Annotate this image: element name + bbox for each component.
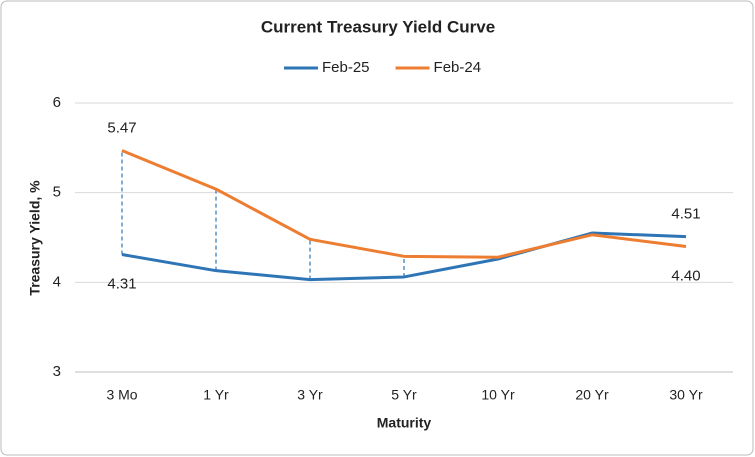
x-tick-label: 1 Yr [203, 387, 229, 403]
y-tick-label: 6 [53, 94, 61, 111]
data-label: 4.40 [671, 267, 700, 284]
series-line [121, 149, 687, 259]
chart-title: Current Treasury Yield Curve [261, 17, 495, 36]
data-label: 4.51 [671, 206, 700, 223]
legend-label: Feb-24 [434, 59, 482, 76]
legend-label: Feb-25 [322, 59, 370, 76]
x-tick-label: 10 Yr [481, 387, 515, 403]
x-tick-label: 5 Yr [391, 387, 417, 403]
x-axis-label: Maturity [377, 415, 432, 431]
y-tick-label: 3 [53, 363, 61, 380]
x-tick-label: 20 Yr [575, 387, 609, 403]
series-line [121, 231, 687, 282]
data-label: 4.31 [107, 276, 136, 293]
x-tick-label: 30 Yr [669, 387, 703, 403]
y-tick-label: 5 [53, 184, 61, 201]
data-label: 5.47 [107, 119, 136, 136]
y-axis-label: Treasury Yield, % [27, 180, 43, 296]
y-tick-label: 4 [53, 273, 61, 290]
x-tick-label: 3 Yr [297, 387, 323, 403]
x-tick-label: 3 Mo [106, 387, 137, 403]
